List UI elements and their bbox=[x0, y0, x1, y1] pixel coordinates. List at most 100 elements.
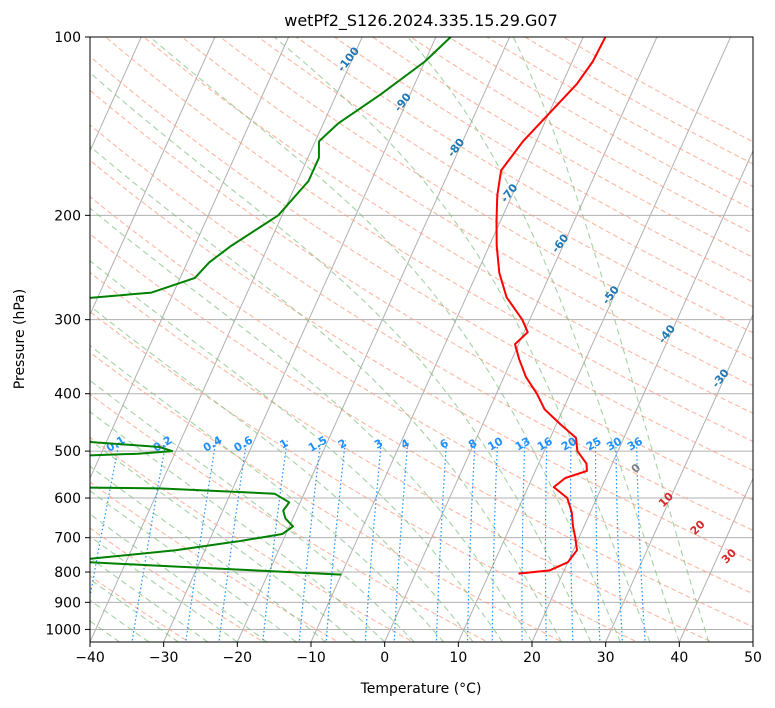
chart-title: wetPf2_S126.2024.335.15.29.G07 bbox=[284, 11, 558, 31]
mixing-ratio-line bbox=[131, 440, 167, 642]
dry-adiabat-label: -100 bbox=[335, 44, 362, 74]
moist-adiabat-line bbox=[90, 207, 533, 642]
y-tick-label: 900 bbox=[54, 595, 81, 611]
moist-adiabat-line bbox=[90, 439, 356, 642]
dry-adiabat-line bbox=[90, 436, 415, 642]
mixing-ratio-line bbox=[393, 440, 409, 642]
x-tick-label: 40 bbox=[670, 650, 688, 666]
mixing-ratio-lines bbox=[90, 440, 646, 642]
x-tick-label: 50 bbox=[744, 650, 762, 666]
moist-adiabat-line bbox=[273, 37, 651, 642]
isotherm-line bbox=[90, 37, 363, 642]
mixing-ratio-line bbox=[636, 440, 646, 642]
y-tick-label: 800 bbox=[54, 565, 81, 581]
dry-adiabat-line bbox=[181, 37, 753, 387]
dry-adiabat-line bbox=[90, 233, 753, 628]
mixing-ratio-line bbox=[218, 440, 248, 642]
dry-adiabat-line bbox=[90, 124, 753, 531]
dewpoint-line bbox=[90, 37, 452, 576]
moist-adiabat-line bbox=[90, 513, 268, 642]
mixing-ratio-label: 4 bbox=[399, 436, 412, 451]
isotherm-line bbox=[678, 477, 753, 642]
x-tick-label: −30 bbox=[149, 650, 179, 666]
mixing-ratio-line bbox=[491, 440, 499, 642]
mixing-ratio-line bbox=[364, 440, 382, 642]
moist-adiabat-label: 30 bbox=[719, 546, 739, 566]
x-tick-label: 0 bbox=[380, 650, 389, 666]
isotherm-line bbox=[90, 37, 290, 480]
isotherm-line bbox=[752, 640, 753, 642]
dry-adiabat-line bbox=[90, 55, 753, 471]
mixing-ratio-label: 1 bbox=[277, 437, 290, 452]
sounding-series bbox=[90, 37, 607, 576]
isotherm-line bbox=[457, 37, 732, 642]
moist-adiabat-line bbox=[407, 37, 680, 642]
y-tick-label: 600 bbox=[54, 491, 81, 507]
mixing-ratio-line bbox=[435, 440, 448, 642]
moist-adiabat-label: 0 bbox=[629, 461, 644, 476]
moist-adiabat-line bbox=[90, 344, 445, 642]
mixing-ratio-line bbox=[570, 440, 574, 642]
moist-adiabat-line bbox=[512, 37, 710, 642]
mixing-ratio-line bbox=[594, 440, 601, 642]
dry-adiabat-line bbox=[90, 159, 753, 563]
moist-adiabat-line bbox=[90, 578, 179, 642]
x-tick-label: 30 bbox=[597, 650, 615, 666]
mixing-ratio-line bbox=[325, 440, 346, 642]
y-axis-label: Pressure (hPa) bbox=[12, 289, 28, 389]
x-tick-label: −20 bbox=[223, 650, 253, 666]
moist-adiabat-label: 20 bbox=[688, 517, 708, 537]
axes: −40 −30 −20 −10 0 10 20 30 40 5010020030040050060… bbox=[45, 30, 762, 666]
isotherm-line bbox=[163, 37, 437, 642]
y-tick-label: 1000 bbox=[45, 622, 81, 638]
mixing-ratio-line bbox=[298, 440, 322, 642]
y-tick-label: 400 bbox=[54, 387, 81, 403]
line-labels: 0.1 0.2 0.4 0.6 1 1.5 2 3 4 6 8 10 13 16 20 25 30 36-100-… bbox=[104, 44, 775, 598]
mixing-ratio-label: 3 bbox=[372, 437, 385, 452]
dry-adiabat-line bbox=[90, 271, 714, 642]
isotherm-line bbox=[236, 37, 511, 642]
y-tick-label: 200 bbox=[54, 208, 81, 224]
moist-adiabat-line bbox=[90, 557, 209, 642]
mixing-ratio-line bbox=[90, 440, 121, 600]
dry-adiabat-line bbox=[142, 37, 753, 414]
y-tick-label: 700 bbox=[54, 531, 81, 547]
moist-adiabats bbox=[90, 37, 710, 642]
moist-adiabat-label: 40 bbox=[749, 578, 769, 598]
dry-adiabat-line bbox=[447, 37, 753, 211]
isotherm-line bbox=[0, 37, 68, 642]
moist-adiabat-line bbox=[90, 535, 238, 642]
mixing-ratio-line bbox=[615, 440, 624, 642]
moist-adiabat-line bbox=[90, 72, 592, 642]
y-tick-label: 300 bbox=[54, 313, 81, 329]
mixing-ratio-line bbox=[466, 440, 476, 642]
isotherm-line bbox=[531, 149, 753, 642]
moist-adiabat-line bbox=[149, 37, 621, 642]
isotherm-line bbox=[90, 37, 216, 316]
x-tick-label: 10 bbox=[449, 650, 467, 666]
x-tick-label: 20 bbox=[523, 650, 541, 666]
isotherm-line bbox=[605, 313, 753, 642]
dry-adiabat-line bbox=[90, 351, 564, 642]
moist-adiabat-line bbox=[90, 260, 503, 642]
moist-adiabat-line bbox=[90, 490, 297, 642]
x-axis-label: Temperature (°C) bbox=[360, 681, 482, 697]
y-tick-label: 100 bbox=[54, 30, 81, 46]
moist-adiabat-line bbox=[90, 145, 562, 642]
dry-adiabat-line bbox=[371, 37, 753, 258]
dry-adiabat-line bbox=[90, 196, 753, 595]
isotherm-line bbox=[90, 37, 142, 153]
moist-adiabat-line bbox=[90, 411, 386, 642]
mixing-ratio-line bbox=[185, 440, 217, 642]
dry-adiabat-line bbox=[409, 37, 753, 234]
x-tick-label: −40 bbox=[75, 650, 105, 666]
dry-adiabat-line bbox=[90, 527, 265, 642]
plot-frame bbox=[89, 36, 754, 643]
dry-adiabats bbox=[90, 37, 753, 642]
temperature-line bbox=[495, 37, 607, 575]
mixing-ratio-line bbox=[521, 440, 526, 642]
dry-adiabat-line bbox=[90, 89, 753, 501]
mixing-ratio-line bbox=[544, 440, 548, 642]
dry-adiabat-label: -20 bbox=[766, 404, 775, 428]
